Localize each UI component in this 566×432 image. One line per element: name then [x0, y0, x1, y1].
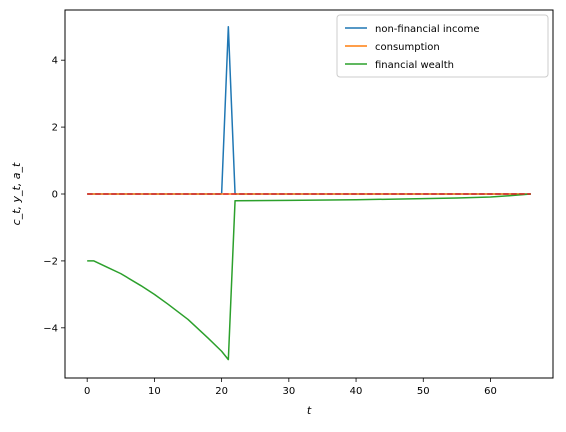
legend-label-2: consumption [375, 42, 440, 53]
series-layer [87, 25, 531, 361]
series-line-3 [87, 193, 531, 361]
x-tick-label: 10 [148, 386, 161, 397]
axes-layer: 0 10 20 30 40 50 60 −4 −2 0 2 4 t c_t, y_t, a_t [10, 56, 497, 417]
y-tick-label: 0 [52, 190, 58, 201]
x-tick-label: 20 [215, 386, 228, 397]
legend: non-financial income consumption financial… [336, 14, 549, 78]
x-tick-label: 60 [484, 386, 497, 397]
legend-label-1: non-financial income [375, 24, 480, 35]
plot-frame [64, 9, 554, 379]
y-tick-label: −4 [43, 323, 58, 334]
x-axis-label: t [307, 404, 312, 417]
y-tick-label: 4 [52, 56, 58, 67]
y-tick-label: 2 [52, 123, 58, 134]
legend-box [336, 14, 549, 78]
y-axis-label: c_t, y_t, a_t [10, 162, 23, 225]
x-tick-label: 0 [84, 386, 90, 397]
x-tick-label: 30 [282, 386, 295, 397]
x-tick-label: 40 [350, 386, 363, 397]
x-tick-label: 50 [417, 386, 430, 397]
legend-label-3: financial wealth [375, 60, 454, 71]
y-tick-label: −2 [43, 256, 58, 267]
